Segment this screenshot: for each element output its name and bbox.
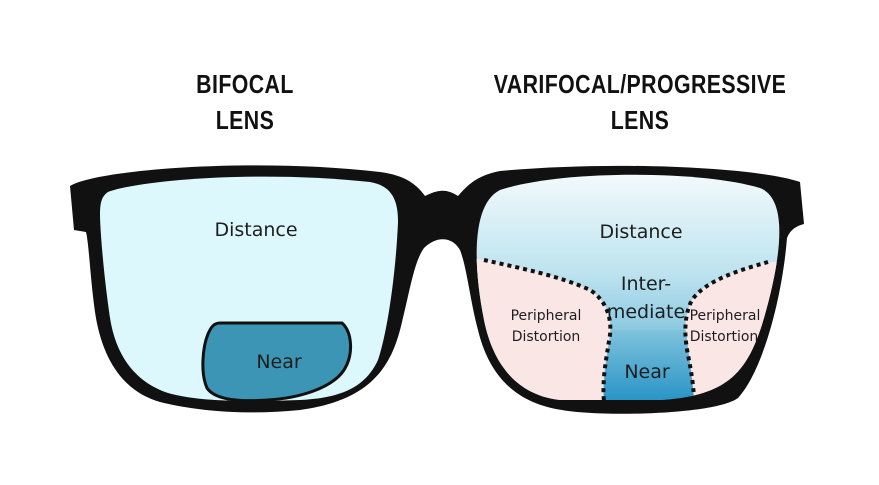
boundary-left xyxy=(483,258,613,400)
progressive-lens xyxy=(476,174,780,400)
peripheral-left-zone xyxy=(476,258,611,400)
bifocal-heading-line1: BIFOCAL xyxy=(196,69,294,99)
peripheral-left-label-line1: Peripheral xyxy=(511,308,582,324)
peripheral-left-label-line2: Distortion xyxy=(512,329,581,345)
peripheral-right-label-line2: Distortion xyxy=(690,329,759,345)
near-corridor xyxy=(604,330,694,400)
bifocal-heading-line2: LENS xyxy=(215,105,275,135)
boundary-right xyxy=(683,260,769,400)
varifocal-heading: VARIFOCAL/PROGRESSIVE LENS xyxy=(484,66,796,138)
bifocal-heading: BIFOCAL LENS xyxy=(163,66,327,138)
varifocal-heading-line2: LENS xyxy=(610,105,670,135)
bifocal-distance-label: Distance xyxy=(214,219,297,241)
intermediate-label-line1: Inter- xyxy=(621,273,671,295)
bifocal-near-segment xyxy=(201,321,352,403)
progressive-distance-label: Distance xyxy=(599,221,682,243)
progressive-near-label: Near xyxy=(624,361,670,383)
intermediate-label-line2: mediate xyxy=(607,301,685,323)
peripheral-right-label-line1: Peripheral xyxy=(690,308,761,324)
varifocal-heading-line1: VARIFOCAL/PROGRESSIVE xyxy=(493,69,787,99)
bifocal-near-label: Near xyxy=(256,351,302,373)
